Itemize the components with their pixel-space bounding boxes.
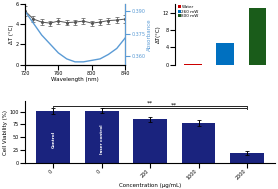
- X-axis label: Concentration (μg/mL): Concentration (μg/mL): [119, 183, 181, 187]
- Bar: [85, 111, 119, 163]
- Y-axis label: ΔT(°C): ΔT(°C): [156, 26, 161, 43]
- Y-axis label: Cell Viability (%): Cell Viability (%): [3, 109, 8, 155]
- Bar: [133, 119, 167, 163]
- Legend: Water, 260 mW, 800 mW: Water, 260 mW, 800 mW: [177, 5, 199, 19]
- Text: **: **: [171, 103, 177, 108]
- Bar: [182, 123, 215, 163]
- X-axis label: Wavelength (nm): Wavelength (nm): [51, 77, 99, 82]
- Y-axis label: ΔT (°C): ΔT (°C): [9, 25, 14, 44]
- Bar: [36, 111, 70, 163]
- Text: **: **: [147, 100, 153, 105]
- Text: Control: Control: [51, 131, 55, 148]
- Bar: [230, 153, 264, 163]
- Text: laser control: laser control: [100, 124, 104, 154]
- Bar: [249, 8, 266, 65]
- Bar: [216, 43, 234, 65]
- Bar: [184, 64, 202, 65]
- Y-axis label: Absorbance: Absorbance: [147, 18, 152, 51]
